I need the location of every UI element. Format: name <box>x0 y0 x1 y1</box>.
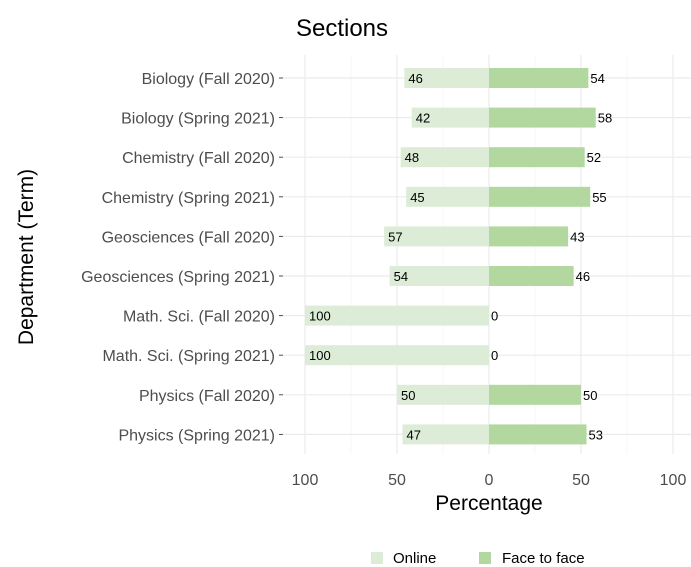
bar-face-to-face <box>489 147 585 168</box>
value-label-online: 48 <box>405 150 419 165</box>
value-label-face-to-face: 0 <box>491 348 498 363</box>
legend-label: Online <box>393 550 436 567</box>
category-label: Biology (Fall 2020) <box>142 71 275 88</box>
category-label: Math. Sci. (Spring 2021) <box>102 348 275 365</box>
bar-online <box>389 266 489 286</box>
category-label: Geosciences (Spring 2021) <box>81 269 275 286</box>
bar-face-to-face <box>489 186 591 207</box>
category-labels: Biology (Fall 2020) Biology (Spring 2021)… <box>81 71 283 444</box>
bar-face-to-face <box>489 226 569 247</box>
bar-online <box>305 345 489 366</box>
bar-online <box>402 424 489 445</box>
value-label-face-to-face: 52 <box>587 150 601 165</box>
value-label-online: 47 <box>407 427 421 442</box>
legend-label: Face to face <box>502 550 585 567</box>
value-label-face-to-face: 53 <box>589 427 603 442</box>
bar-face-to-face <box>489 107 596 128</box>
x-tick-label: 50 <box>572 472 590 489</box>
value-label-face-to-face: 0 <box>491 309 498 324</box>
value-label-online: 57 <box>388 229 402 244</box>
bar-face-to-face <box>489 266 574 286</box>
value-label-online: 50 <box>401 388 415 403</box>
value-label-face-to-face: 55 <box>592 190 606 205</box>
value-label-online: 54 <box>394 269 408 284</box>
bar-online <box>305 305 489 326</box>
bar-online <box>384 226 489 247</box>
x-tick-label: 0 <box>485 472 494 489</box>
value-label-online: 100 <box>309 348 331 363</box>
bar-online <box>411 107 489 128</box>
x-tick-labels: 100 50 0 50 100 <box>292 472 687 489</box>
bar-face-to-face <box>489 68 589 88</box>
bars <box>305 68 596 445</box>
category-label: Chemistry (Fall 2020) <box>122 150 275 167</box>
value-label-face-to-face: 46 <box>576 269 590 284</box>
category-label: Math. Sci. (Fall 2020) <box>123 309 275 326</box>
x-tick-label: 50 <box>388 472 406 489</box>
value-label-face-to-face: 54 <box>590 71 604 86</box>
legend-swatch <box>371 552 383 564</box>
value-label-face-to-face: 50 <box>583 388 597 403</box>
value-label-online: 45 <box>410 190 424 205</box>
category-label: Physics (Fall 2020) <box>139 388 275 405</box>
y-axis-title: Department (Term) <box>15 169 38 345</box>
category-label: Geosciences (Fall 2020) <box>102 229 275 246</box>
chart-title: Sections <box>296 15 388 42</box>
category-label: Physics (Spring 2021) <box>118 427 275 444</box>
legend-swatch <box>479 552 491 564</box>
value-labels: 46 54 42 58 48 52 45 55 57 43 54 46 100 0 100 0 50 50 47 53 <box>309 71 612 442</box>
bar-online <box>400 147 489 168</box>
value-label-online: 100 <box>309 309 331 324</box>
bar-online <box>404 68 489 88</box>
bar-online <box>397 384 489 405</box>
x-tick-label: 100 <box>660 472 687 489</box>
x-axis-title: Percentage <box>435 492 542 515</box>
value-label-online: 42 <box>416 111 430 126</box>
category-label: Chemistry (Spring 2021) <box>102 190 275 207</box>
bar-face-to-face <box>489 384 581 405</box>
bar-online <box>406 186 489 207</box>
value-label-face-to-face: 58 <box>598 111 612 126</box>
x-tick-label: 100 <box>292 472 319 489</box>
category-label: Biology (Spring 2021) <box>121 111 275 128</box>
value-label-online: 46 <box>408 71 422 86</box>
value-label-face-to-face: 43 <box>570 229 584 244</box>
legend: Online Face to face <box>371 550 585 567</box>
bar-face-to-face <box>489 424 587 445</box>
